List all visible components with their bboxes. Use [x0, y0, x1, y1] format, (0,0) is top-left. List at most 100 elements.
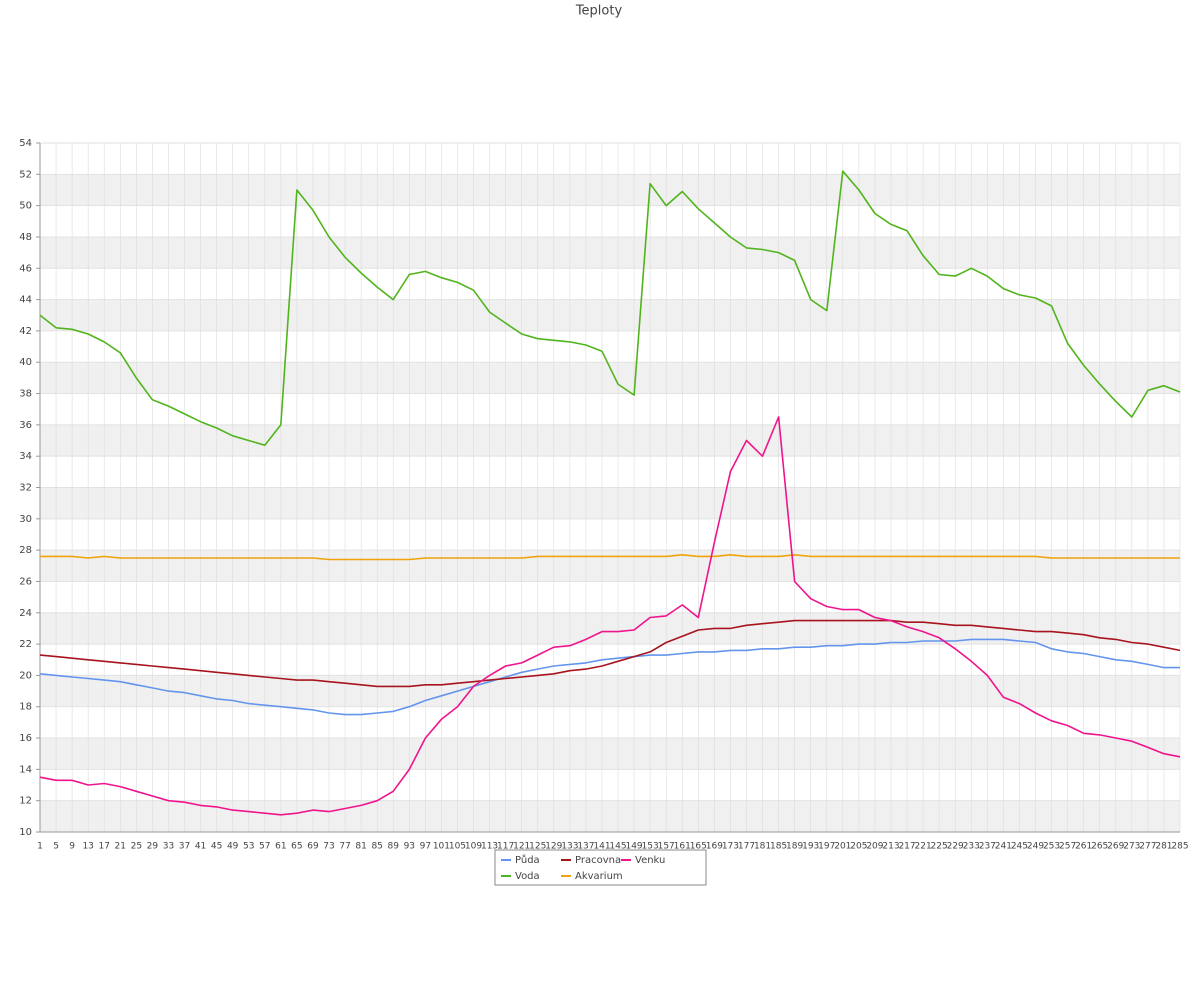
x-tick-label: 241: [995, 842, 1012, 852]
legend-label: Venku: [635, 855, 665, 866]
y-tick-label: 44: [19, 295, 32, 306]
x-tick-label: 217: [898, 842, 915, 852]
grid-band: [40, 800, 1180, 832]
legend-box: [494, 849, 707, 886]
x-tick-label: 57: [259, 842, 270, 852]
x-tick-label: 225: [931, 842, 948, 852]
x-tick-label: 89: [388, 842, 400, 852]
x-tick-label: 269: [1107, 842, 1124, 852]
x-tick-label: 277: [1139, 842, 1156, 852]
y-tick-label: 36: [19, 420, 32, 431]
x-tick-label: 109: [465, 842, 482, 852]
x-tick-label: 237: [979, 842, 996, 852]
x-tick-label: 181: [754, 842, 771, 852]
x-tick-label: 153: [642, 842, 659, 852]
y-tick-label: 14: [19, 764, 32, 775]
x-tick-label: 261: [1075, 842, 1092, 852]
y-tick-label: 52: [19, 169, 32, 180]
x-tick-label: 113: [481, 842, 498, 852]
y-tick-label: 42: [19, 326, 32, 337]
series-line: [39, 638, 1180, 716]
x-tick-label: 229: [947, 842, 964, 852]
y-tick-label: 40: [19, 357, 32, 368]
x-tick-label: 13: [82, 842, 93, 852]
x-tick-label: 197: [818, 842, 835, 852]
x-tick-label: 185: [770, 842, 787, 852]
x-tick-label: 161: [674, 842, 691, 852]
x-tick-label: 205: [850, 842, 867, 852]
y-tick-label: 50: [19, 201, 32, 212]
grid-band: [40, 299, 1180, 331]
y-tick-label: 20: [19, 670, 32, 681]
chart-title: Teploty: [575, 4, 623, 19]
x-tick-label: 125: [529, 842, 546, 852]
x-tick-label: 193: [802, 842, 819, 852]
x-tick-label: 17: [98, 842, 109, 852]
x-tick-label: 189: [786, 842, 803, 852]
x-tick-label: 145: [609, 842, 626, 852]
x-tick-label: 213: [882, 842, 899, 852]
y-tick-label: 38: [19, 389, 32, 400]
y-tick-label: 30: [19, 514, 32, 525]
x-tick-label: 141: [593, 842, 610, 852]
x-tick-label: 9: [69, 842, 75, 852]
x-tick-label: 149: [625, 842, 642, 852]
x-tick-label: 105: [449, 842, 466, 852]
y-tick-label: 48: [19, 232, 32, 243]
x-tick-label: 97: [420, 842, 431, 852]
x-tick-label: 29: [147, 842, 159, 852]
x-tick-label: 249: [1027, 842, 1044, 852]
grid-band: [40, 236, 1180, 269]
y-tick-label: 16: [19, 733, 32, 744]
x-tick-label: 69: [307, 842, 319, 852]
x-tick-label: 93: [404, 842, 415, 852]
x-tick-label: 41: [195, 842, 206, 852]
x-tick-label: 121: [513, 842, 530, 852]
x-tick-label: 77: [339, 842, 350, 852]
y-tick-label: 46: [19, 263, 32, 274]
legend-label: Voda: [515, 871, 540, 882]
grid-band: [40, 424, 1180, 457]
y-tick-label: 32: [19, 483, 32, 494]
x-tick-label: 117: [497, 842, 514, 852]
legend-label: Akvarium: [575, 871, 623, 882]
y-tick-label: 22: [19, 639, 32, 650]
x-tick-label: 101: [433, 842, 450, 852]
x-tick-label: 233: [963, 842, 980, 852]
series-line: [39, 619, 1181, 688]
x-tick-label: 85: [371, 842, 382, 852]
y-tick-label: 24: [19, 608, 32, 619]
x-tick-label: 253: [1043, 842, 1060, 852]
x-tick-label: 157: [658, 842, 675, 852]
x-tick-label: 129: [545, 842, 562, 852]
x-tick-label: 33: [163, 842, 174, 852]
x-tick-label: 37: [179, 842, 190, 852]
x-tick-label: 49: [227, 842, 239, 852]
x-tick-label: 61: [275, 842, 286, 852]
x-tick-label: 221: [915, 842, 932, 852]
x-tick-label: 1: [37, 842, 43, 852]
x-tick-label: 137: [577, 842, 594, 852]
x-tick-label: 21: [115, 842, 126, 852]
x-tick-label: 165: [690, 842, 707, 852]
x-tick-label: 169: [706, 842, 723, 852]
series-line: [39, 170, 1181, 446]
y-tick-label: 54: [19, 138, 32, 149]
grid-band: [40, 550, 1180, 582]
series-line: [39, 416, 1181, 816]
x-tick-label: 73: [323, 842, 334, 852]
x-tick-label: 133: [561, 842, 578, 852]
x-tick-label: 209: [866, 842, 883, 852]
y-tick-label: 10: [19, 827, 32, 838]
x-tick-label: 265: [1091, 842, 1108, 852]
legend-label: Pracovna: [575, 855, 621, 866]
x-tick-label: 177: [738, 842, 755, 852]
legend-label: Půda: [515, 854, 540, 866]
grid-band: [40, 675, 1180, 707]
x-tick-label: 53: [243, 842, 254, 852]
x-tick-label: 201: [834, 842, 851, 852]
y-tick-label: 28: [19, 545, 32, 556]
grid-band: [40, 738, 1180, 770]
